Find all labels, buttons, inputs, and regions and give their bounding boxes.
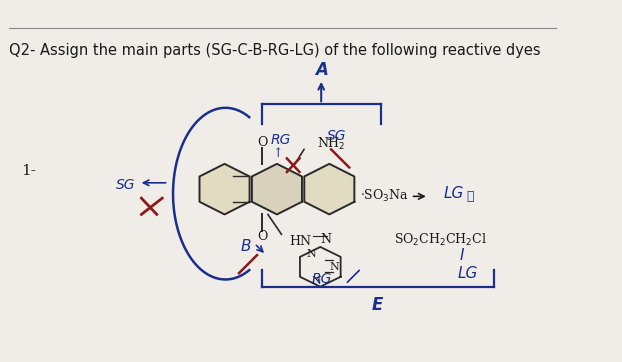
Text: 1-: 1- bbox=[21, 164, 36, 178]
Text: SG: SG bbox=[327, 129, 346, 143]
Text: N: N bbox=[320, 233, 332, 246]
Text: N: N bbox=[330, 262, 340, 272]
Text: RG: RG bbox=[271, 133, 291, 147]
Text: $\cdot$SO$_3$Na: $\cdot$SO$_3$Na bbox=[360, 188, 409, 205]
Text: N: N bbox=[312, 276, 322, 286]
Polygon shape bbox=[200, 164, 249, 214]
Text: O: O bbox=[258, 136, 267, 149]
Text: ✓: ✓ bbox=[466, 190, 474, 203]
Text: ↑: ↑ bbox=[272, 147, 283, 160]
Text: LG: LG bbox=[444, 186, 465, 201]
Polygon shape bbox=[252, 164, 302, 214]
Text: I: I bbox=[460, 248, 465, 264]
Text: O: O bbox=[258, 230, 267, 243]
Text: LG: LG bbox=[458, 266, 478, 281]
Text: SO$_2$CH$_2$CH$_2$Cl: SO$_2$CH$_2$CH$_2$Cl bbox=[394, 232, 488, 248]
Text: E: E bbox=[372, 296, 383, 314]
Text: B: B bbox=[240, 239, 251, 253]
Text: HN: HN bbox=[290, 235, 312, 248]
Text: NH$_2$: NH$_2$ bbox=[317, 136, 345, 152]
Text: SG: SG bbox=[116, 178, 135, 191]
Text: RG: RG bbox=[311, 273, 332, 286]
Polygon shape bbox=[304, 164, 355, 214]
Text: A: A bbox=[315, 61, 328, 79]
Text: N: N bbox=[307, 249, 316, 259]
Text: Q2- Assign the main parts (SG-C-B-RG-LG) of the following reactive dyes: Q2- Assign the main parts (SG-C-B-RG-LG)… bbox=[9, 43, 541, 58]
